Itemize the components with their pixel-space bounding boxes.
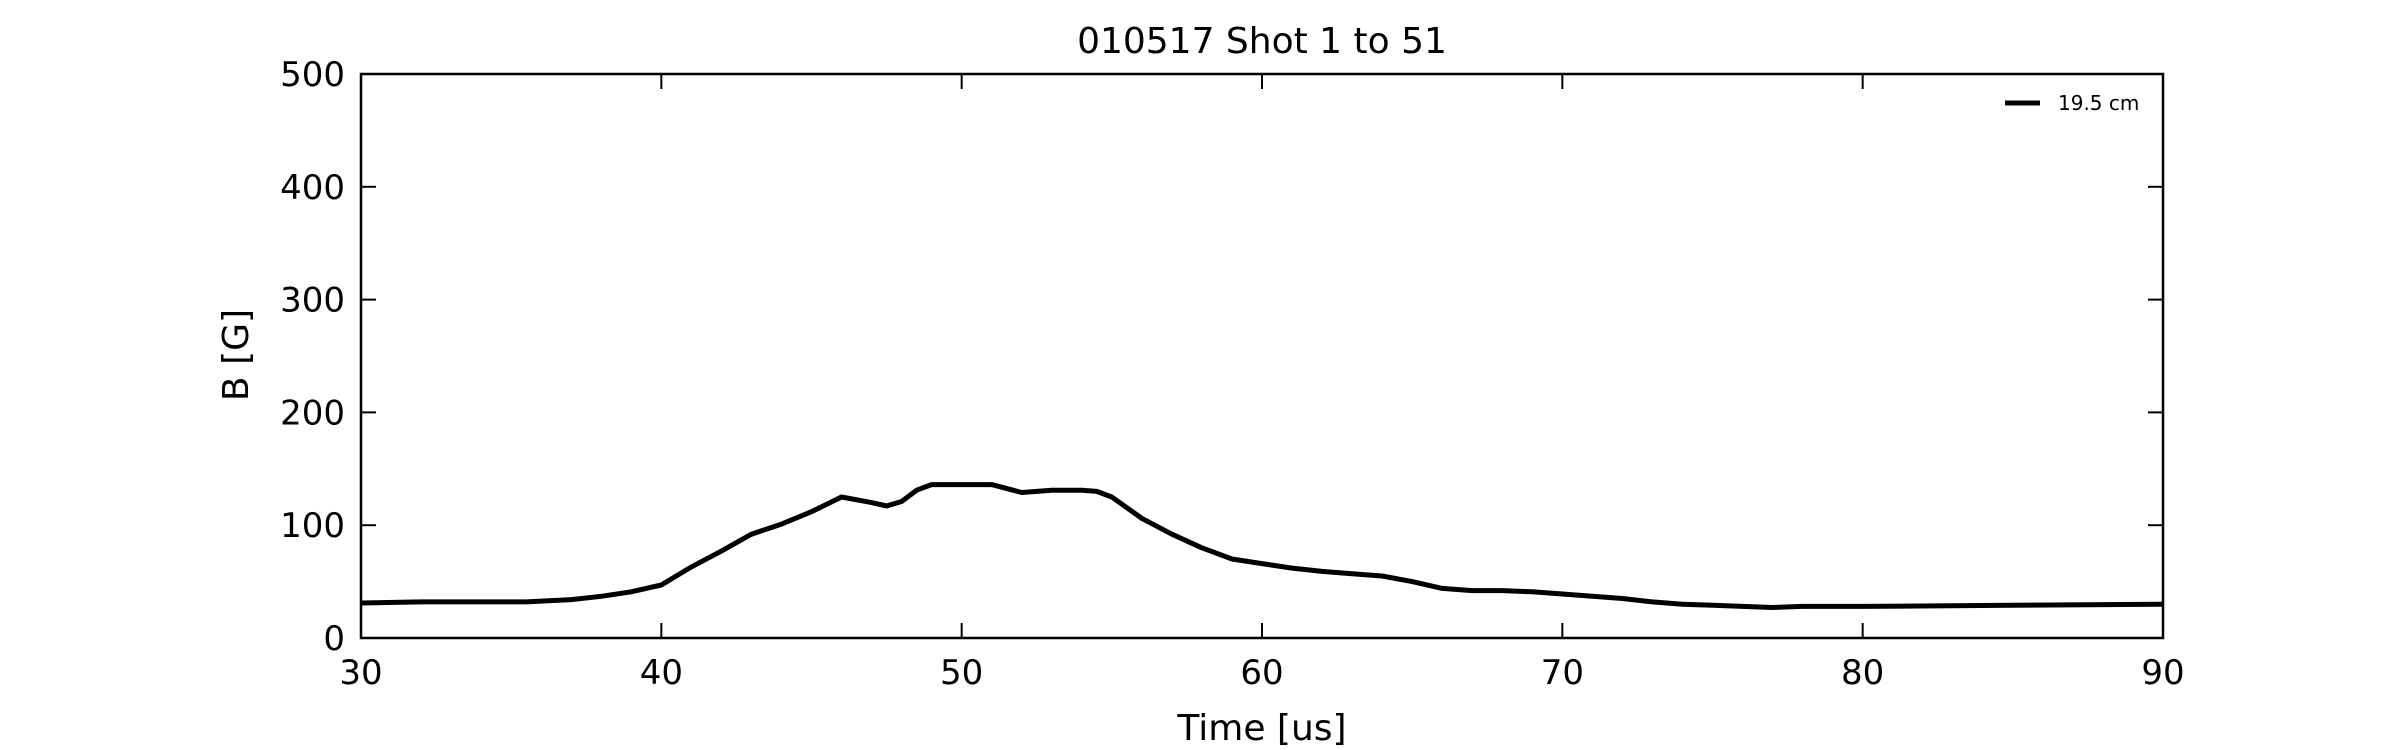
x-tick-label: 90 xyxy=(2141,653,2184,693)
legend-label: 19.5 cm xyxy=(2058,91,2139,115)
legend: 19.5 cm xyxy=(2005,91,2139,115)
plot-area: 30 40 50 60 70 80 90 0 100 200 300 400 500 xyxy=(280,55,2185,693)
plot-frame xyxy=(359,72,2165,640)
chart-title: 010517 Shot 1 to 51 xyxy=(1077,21,1447,62)
x-tick-label: 40 xyxy=(640,653,683,693)
y-tick-label: 300 xyxy=(280,281,345,321)
x-tick-label: 80 xyxy=(1841,653,1884,693)
x-axis-label: Time [us] xyxy=(1176,708,1346,749)
series-line-0 xyxy=(360,482,2164,610)
y-tick-label: 100 xyxy=(280,506,345,546)
y-tick-label: 0 xyxy=(323,619,345,659)
y-tick-label: 400 xyxy=(280,168,345,208)
y-tick-label: 500 xyxy=(280,55,345,95)
x-tick-label: 50 xyxy=(940,653,983,693)
x-tick-label: 30 xyxy=(339,653,382,693)
y-axis-label: B [G] xyxy=(216,309,257,401)
x-tick-label: 70 xyxy=(1541,653,1584,693)
x-tick-label: 60 xyxy=(1240,653,1283,693)
y-tick-label: 200 xyxy=(280,393,345,433)
